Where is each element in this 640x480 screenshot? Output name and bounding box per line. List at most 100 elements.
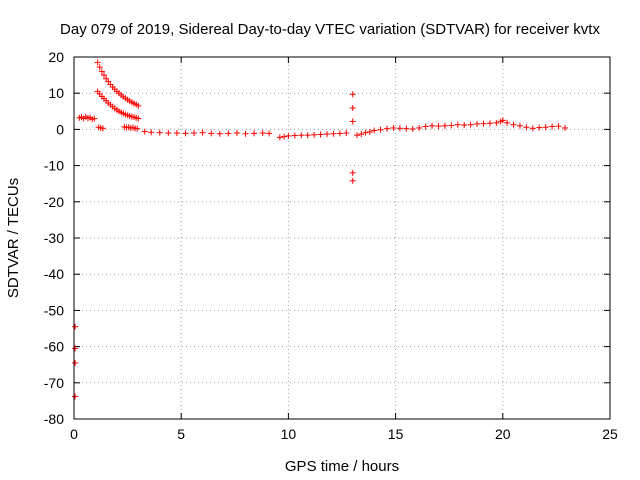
data-point (493, 119, 500, 126)
data-point (349, 105, 356, 112)
data-point (377, 126, 384, 133)
data-point (173, 130, 180, 137)
data-point (409, 126, 416, 133)
data-point (298, 132, 305, 139)
data-point (242, 130, 249, 137)
data-point (499, 117, 506, 124)
data-point (349, 177, 356, 184)
y-tick-label: 20 (48, 49, 64, 65)
y-tick-label: -30 (44, 230, 64, 246)
data-point (362, 129, 369, 136)
y-axis-label: SDTVAR / TECUs (5, 178, 22, 298)
data-point (461, 122, 468, 129)
data-point (384, 125, 391, 132)
data-point (349, 91, 356, 98)
data-point (396, 125, 403, 132)
data-point (251, 130, 258, 137)
data-point (416, 124, 423, 131)
x-tick-label: 15 (388, 426, 404, 442)
data-point (72, 323, 79, 330)
data-point (422, 123, 429, 130)
data-points (72, 59, 568, 400)
data-point (134, 125, 141, 132)
data-point (208, 130, 215, 137)
x-tick-label: 10 (281, 426, 297, 442)
data-point (390, 124, 397, 131)
y-tick-label: -20 (44, 194, 64, 210)
data-point (349, 169, 356, 176)
x-axis-label: GPS time / hours (285, 458, 399, 475)
data-point (435, 123, 442, 130)
data-point (165, 130, 172, 137)
data-point (135, 115, 142, 122)
data-point (225, 130, 232, 137)
data-point (94, 59, 101, 66)
data-point (259, 130, 266, 137)
data-point (72, 359, 79, 366)
y-tick-label: -60 (44, 339, 64, 355)
data-point (191, 130, 198, 137)
data-point (276, 134, 283, 141)
data-point (330, 130, 337, 137)
x-tick-label: 20 (495, 426, 511, 442)
chart-title: Day 079 of 2019, Sidereal Day-to-day VTE… (60, 21, 600, 38)
data-point (358, 131, 365, 138)
data-point (101, 72, 108, 79)
data-point (304, 132, 311, 139)
data-point (216, 130, 223, 137)
data-point (366, 128, 373, 135)
data-point (555, 123, 562, 130)
data-point (504, 119, 511, 126)
data-point (336, 130, 343, 137)
data-point (266, 130, 273, 137)
data-point (454, 121, 461, 128)
plot-border (73, 56, 611, 420)
data-point (156, 129, 163, 136)
data-point (91, 115, 98, 122)
axis-ticks: 0 5 10 15 20 25 20 10 0 -10 -20 -30 -40 -50 -60 -70 -80 (44, 49, 618, 442)
data-point (561, 124, 568, 131)
y-tick-label: -70 (44, 375, 64, 391)
data-point (141, 128, 148, 135)
data-point (429, 122, 436, 129)
data-point (99, 125, 106, 132)
data-point (72, 393, 79, 400)
data-point (523, 124, 530, 131)
data-point (536, 124, 543, 131)
x-tick-label: 25 (602, 426, 618, 442)
x-tick-label: 0 (70, 426, 78, 442)
y-tick-label: -50 (44, 302, 64, 318)
data-point (474, 120, 481, 127)
data-point (135, 102, 142, 109)
x-tick-label: 5 (177, 426, 185, 442)
data-point (549, 123, 556, 130)
y-tick-label: -10 (44, 158, 64, 174)
data-point (529, 125, 536, 132)
data-point (182, 130, 189, 137)
data-point (486, 120, 493, 127)
data-point (349, 118, 356, 125)
data-point (285, 132, 292, 139)
data-point (448, 122, 455, 129)
y-tick-label: -80 (44, 411, 64, 427)
data-point (516, 122, 523, 129)
y-tick-label: -40 (44, 266, 64, 282)
y-tick-label: 0 (56, 121, 64, 137)
data-point (233, 130, 240, 137)
data-point (343, 130, 350, 137)
data-point (403, 125, 410, 132)
y-tick-label: 10 (48, 85, 64, 101)
data-point (148, 129, 155, 136)
data-point (317, 131, 324, 138)
grid (74, 57, 610, 419)
data-point (98, 68, 105, 75)
data-point (542, 124, 549, 131)
data-point (354, 132, 361, 139)
data-point (199, 129, 206, 136)
data-point (72, 345, 79, 352)
data-point (323, 131, 330, 138)
data-point (281, 133, 288, 140)
data-point (467, 121, 474, 128)
data-point (441, 122, 448, 129)
